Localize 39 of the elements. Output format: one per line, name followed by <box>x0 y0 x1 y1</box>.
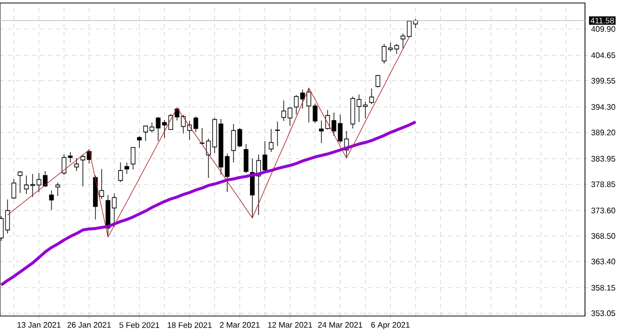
x-tick-label: 18 Feb 2021 <box>168 322 212 328</box>
y-tick-label: 368.50 <box>591 233 616 239</box>
candlestick <box>55 182 60 196</box>
candlestick <box>275 121 280 146</box>
x-tick-label: 24 Mar 2021 <box>318 322 362 328</box>
candlestick <box>137 136 142 148</box>
x-tick-label: 26 Jan 2021 <box>68 322 111 328</box>
y-tick-label: 353.05 <box>591 310 616 316</box>
candlestick <box>130 147 136 170</box>
candlestick <box>74 158 79 172</box>
x-tick-label: 13 Jan 2021 <box>18 322 61 328</box>
y-tick-label: 383.95 <box>591 156 616 162</box>
y-tick-label: 409.90 <box>591 26 616 32</box>
x-tick-label: 2 Mar 2021 <box>220 322 260 328</box>
candlestick <box>124 162 130 174</box>
y-tick-label: 378.85 <box>591 181 616 188</box>
y-tick-label: 389.20 <box>591 130 616 136</box>
candlestick <box>24 175 29 194</box>
candlestick <box>11 178 16 200</box>
candlestick <box>244 144 248 174</box>
ref-line-label: 411.58 <box>590 18 614 24</box>
candlestick <box>49 190 54 210</box>
y-tick-label: 399.55 <box>591 78 616 84</box>
candlestick <box>118 162 123 182</box>
candlestick <box>312 103 318 124</box>
y-tick-label: 373.60 <box>591 208 616 214</box>
candlestick <box>268 128 274 152</box>
x-tick-label: 6 Apr 2021 <box>371 322 410 330</box>
y-tick-label: 358.15 <box>591 284 616 291</box>
candlestick <box>319 120 324 144</box>
x-tick-label: 12 Mar 2021 <box>268 322 312 328</box>
y-tick-label: 363.40 <box>591 258 616 264</box>
x-tick-label: 5 Feb 2021 <box>119 322 160 328</box>
y-tick-label: 394.30 <box>591 104 616 110</box>
y-tick-label: 404.65 <box>591 52 616 58</box>
candlestick <box>376 74 380 88</box>
candlestick <box>80 154 86 187</box>
candlestick <box>18 170 22 194</box>
candlestick <box>369 88 374 104</box>
